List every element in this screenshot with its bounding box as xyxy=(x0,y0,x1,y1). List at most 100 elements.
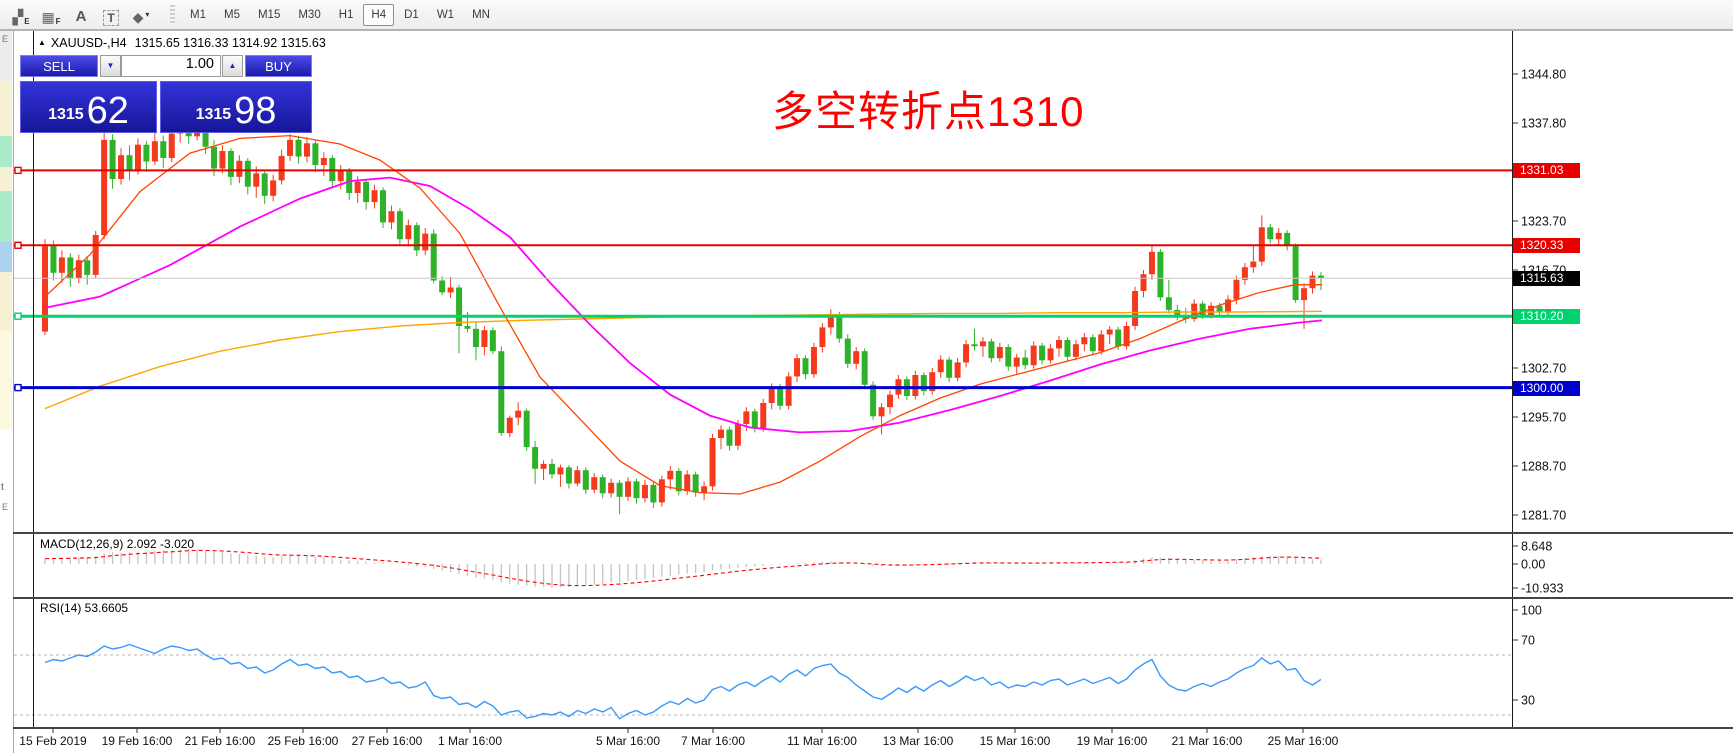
timeframe-button-m30[interactable]: M30 xyxy=(298,8,321,21)
sell-button[interactable]: SELL xyxy=(20,55,98,77)
candle-body xyxy=(261,173,268,196)
candle-body xyxy=(1250,261,1257,268)
hline-anchor[interactable] xyxy=(14,312,22,320)
time-axis-label: 15 Feb 2019 xyxy=(19,734,87,748)
symbol-period-label: XAUUSD-,H4 xyxy=(50,36,127,50)
candle-body xyxy=(692,474,699,493)
candle-body xyxy=(971,344,978,347)
time-axis-label: 5 Mar 16:00 xyxy=(596,734,660,748)
candle-body xyxy=(380,190,386,223)
candle-body xyxy=(1182,316,1189,319)
candle-body xyxy=(1157,251,1164,298)
candle-body xyxy=(1233,279,1240,300)
candle-body xyxy=(396,211,403,240)
candle-body xyxy=(430,233,437,281)
candle-body xyxy=(582,470,589,490)
candle-body xyxy=(219,151,226,169)
buy-price-box[interactable]: 1315 98 xyxy=(160,81,312,133)
indicator-grid-icon[interactable]: ▦ F xyxy=(41,8,61,26)
candle-body xyxy=(1072,344,1079,357)
candle-body xyxy=(1132,291,1139,326)
candle-body xyxy=(515,410,522,418)
candle-body xyxy=(481,330,488,347)
chart-annotation-text: 多空转折点1310 xyxy=(772,88,1085,135)
timeframe-button-m15[interactable]: M15 xyxy=(257,8,281,21)
candle-body xyxy=(58,257,65,273)
candle-body xyxy=(887,394,893,408)
candle-body xyxy=(523,410,530,448)
time-axis-label: 7 Mar 16:00 xyxy=(681,734,745,748)
candle-body xyxy=(1005,347,1012,367)
candle-body xyxy=(1089,337,1096,352)
candle-body xyxy=(278,155,285,181)
time-axis-label: 13 Mar 16:00 xyxy=(883,734,954,748)
candle-body xyxy=(633,481,640,499)
timeframe-button-m1[interactable]: M1 xyxy=(190,8,206,21)
candle-body xyxy=(802,358,809,375)
hline-anchor[interactable] xyxy=(14,166,22,175)
candle-body xyxy=(1106,329,1113,335)
candle-body xyxy=(608,482,615,494)
candle-body xyxy=(1267,227,1274,240)
candle-body xyxy=(718,429,724,438)
edge-glyph: E xyxy=(2,34,8,44)
axis-tick-label: 1288.70 xyxy=(1521,460,1566,474)
axis-tick-label: 30 xyxy=(1521,694,1535,708)
candle-body xyxy=(785,376,792,406)
text-label-icon[interactable]: A xyxy=(75,7,87,25)
time-axis-label: 21 Feb 16:00 xyxy=(185,734,256,748)
volume-decrease-button[interactable]: ▼ xyxy=(100,55,121,77)
timeframe-button-w1[interactable]: W1 xyxy=(436,8,455,21)
volume-input[interactable]: 1.00 xyxy=(121,55,221,77)
buy-price-small: 1315 xyxy=(195,106,232,123)
candle-body xyxy=(853,351,860,364)
candle-body xyxy=(1174,309,1181,317)
candle-body xyxy=(836,314,843,339)
top-toolbar: ▞ E ▦ F A T ◆ ▾ M1 M5 M15 M30 H1 H4 D1 W1 MN xyxy=(0,0,1733,30)
time-axis-label: 25 Mar 16:00 xyxy=(1268,734,1339,748)
candle-body xyxy=(227,151,234,177)
timeframe-button-d1[interactable]: D1 xyxy=(404,8,419,21)
current-price-label: 1315.63 xyxy=(1513,270,1580,286)
candle-body xyxy=(1301,288,1308,301)
text-box-icon[interactable]: T xyxy=(99,4,123,26)
candle-body xyxy=(50,246,57,273)
candle-body xyxy=(1165,297,1172,310)
candle-body xyxy=(1123,326,1130,347)
timeframe-button-h1[interactable]: H1 xyxy=(338,8,354,21)
axis-tick-label: 1344.80 xyxy=(1521,68,1566,82)
expert-chart-icon[interactable]: ▞ E xyxy=(12,8,30,26)
cursor-tools-icon[interactable]: ◆ ▾ xyxy=(132,8,150,25)
candle-body xyxy=(1191,303,1198,319)
slow-ma-line xyxy=(44,310,1323,410)
volume-increase-button[interactable]: ▲ xyxy=(222,55,243,77)
timeframe-button-m5[interactable]: M5 xyxy=(223,8,240,21)
hline-anchor[interactable] xyxy=(14,383,22,392)
mid-ma-line xyxy=(44,176,1323,434)
candle-body xyxy=(920,375,927,392)
time-axis-label: 1 Mar 16:00 xyxy=(438,734,502,748)
candle-body xyxy=(1081,337,1088,345)
candle-body xyxy=(675,470,682,492)
collapse-arrow-icon[interactable]: ▲ xyxy=(38,38,46,47)
candle-body xyxy=(1317,275,1324,279)
candle-body xyxy=(489,330,496,352)
candle-body xyxy=(1098,334,1105,352)
candle-body xyxy=(777,386,784,406)
timeframe-button-mn[interactable]: MN xyxy=(472,8,490,21)
sell-price-box[interactable]: 1315 62 xyxy=(20,81,157,133)
axis-tick-label: 0.00 xyxy=(1521,558,1545,572)
candle-body xyxy=(75,260,82,279)
candle-body xyxy=(1056,340,1062,349)
candle-body xyxy=(684,474,691,492)
timeframe-button-h4[interactable]: H4 xyxy=(363,3,395,26)
background-window-strip xyxy=(0,30,12,82)
candle-body xyxy=(405,225,412,240)
hline-anchor[interactable] xyxy=(14,241,22,249)
toolbar-grip[interactable] xyxy=(170,4,175,25)
edge-glyph: E xyxy=(2,502,8,512)
buy-button[interactable]: BUY xyxy=(245,55,312,77)
candle-body xyxy=(1148,251,1155,275)
candle-body xyxy=(912,375,919,396)
